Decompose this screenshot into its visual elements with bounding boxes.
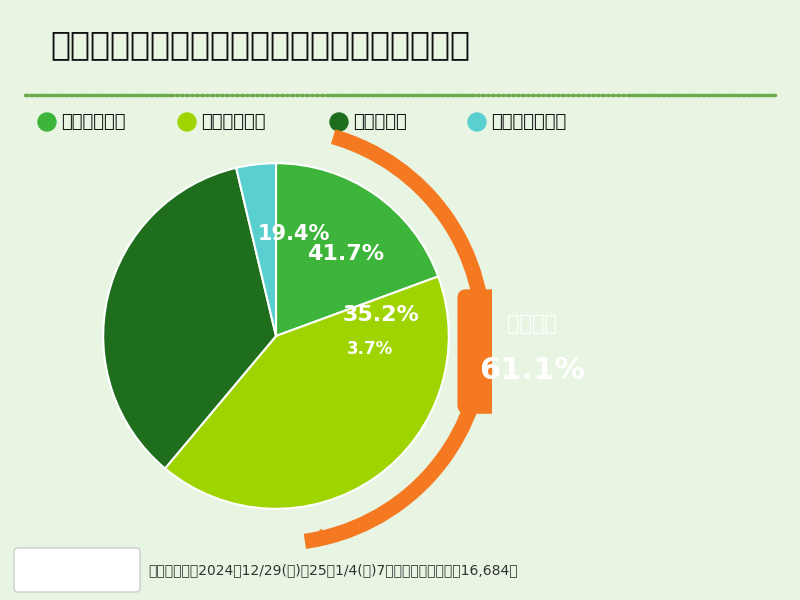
Text: 61.1%: 61.1% <box>478 356 585 385</box>
Text: していない: していない <box>353 113 406 131</box>
FancyBboxPatch shape <box>458 289 606 414</box>
Circle shape <box>330 113 348 131</box>
Wedge shape <box>236 163 276 336</box>
Wedge shape <box>165 277 449 509</box>
Text: ほぼしている: ほぼしている <box>61 113 126 131</box>
Text: 35.2%: 35.2% <box>342 305 419 325</box>
Wedge shape <box>103 168 276 469</box>
Text: 41.7%: 41.7% <box>306 244 384 264</box>
Text: 3.7%: 3.7% <box>347 340 394 358</box>
Text: 一部している: 一部している <box>201 113 266 131</box>
Text: 【調査日時】2024年12/29(日)〜25年1/4(土)7日間　【参加者数】16,684名: 【調査日時】2024年12/29(日)〜25年1/4(土)7日間 【参加者数】1… <box>148 563 518 577</box>
Circle shape <box>178 113 196 131</box>
Circle shape <box>38 113 56 131</box>
Text: している: している <box>506 314 557 334</box>
Wedge shape <box>276 163 438 336</box>
Text: 食器棚や本棚の転倒防止対策はしていますか？: 食器棚や本棚の転倒防止対策はしていますか？ <box>50 28 470 61</box>
Text: ウェザーニュース: ウェザーニュース <box>52 563 112 577</box>
Text: 19.4%: 19.4% <box>258 224 330 244</box>
Text: する必要がない: する必要がない <box>491 113 566 131</box>
Circle shape <box>468 113 486 131</box>
FancyBboxPatch shape <box>14 548 140 592</box>
Text: WN: WN <box>30 563 57 577</box>
